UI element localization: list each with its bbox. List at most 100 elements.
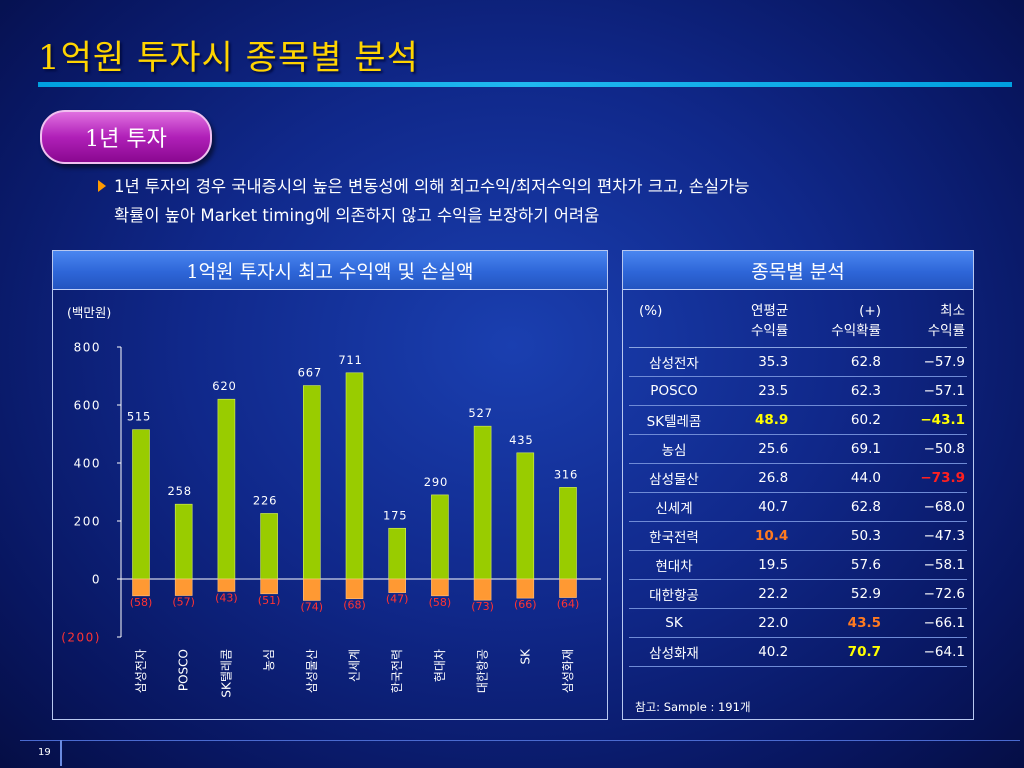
bar-negative-label: (43) [215,591,238,604]
bullet-line-1: 1년 투자의 경우 국내증시의 높은 변동성에 의해 최고수익/최저수익의 편차… [114,177,750,196]
col-header-avg-l1: 연평균 [751,303,789,319]
cell-min-return: −66.1 [882,608,967,638]
cell-stock-name: POSCO [629,376,719,406]
cell-min-return: −72.6 [882,579,967,609]
col-header-min-l1: 최소 [940,303,965,319]
cell-stock-name: 삼성전자 [629,347,719,377]
category-label: 삼성물산 [305,649,319,693]
cell-avg-return: 26.8 [719,463,791,493]
bar-negative-label: (57) [172,596,195,609]
cell-min-return: −57.9 [882,347,967,377]
col-header-unit-text: (%) [639,303,663,319]
bar-negative-label: (47) [386,593,409,606]
sample-note: 참고: Sample : 191개 [635,700,751,714]
bar-negative-label: (51) [258,594,281,607]
category-label: 삼성화재 [561,649,575,693]
cell-avg-return: 19.5 [719,550,791,580]
col-header-prob-l2: 수익확률 [831,323,881,339]
table-row: SK 22.0 43.5 −66.1 [629,608,967,638]
cell-avg-return: 48.9 [719,405,791,435]
bar-negative [260,578,278,595]
cell-min-return: −64.1 [882,637,967,667]
table-row: SK텔레콤 48.9 60.2 −43.1 [629,405,967,435]
cell-positive-prob: 62.3 [790,376,883,406]
arrow-bullet-icon [98,180,106,192]
bar-negative [431,578,449,597]
cell-avg-return: 25.6 [719,434,791,464]
cell-positive-prob: 70.7 [790,637,883,667]
bar-negative-label: (68) [343,599,366,612]
y-tick-label: (200) [61,631,101,645]
table-row: 대한항공 22.2 52.9 −72.6 [629,579,967,609]
cell-positive-prob: 43.5 [790,608,883,638]
footer-tick [60,740,62,766]
category-label: 농심 [262,649,276,671]
bar-negative [559,578,577,598]
bar-positive [431,494,449,580]
category-label: 대한항공 [476,649,490,693]
cell-positive-prob: 69.1 [790,434,883,464]
bar-value-label: 515 [127,410,151,424]
bar-positive [132,429,150,580]
bar-chart: (백만원) 800 600 400 200 0 (200) 515 (58) 삼성전자 258 (57… [61,305,601,698]
cell-avg-return: 22.0 [719,608,791,638]
table-row: 삼성전자 35.3 62.8 −57.9 [629,347,967,377]
y-tick-label: 400 [74,457,101,471]
cell-min-return: −58.1 [882,550,967,580]
cell-positive-prob: 57.6 [790,550,883,580]
category-label: 신세계 [348,649,362,682]
category-label: POSCO [177,649,191,691]
chart-panel-header: 1억원 투자시 최고 수익액 및 손실액 [53,251,607,290]
footer-divider [20,740,1020,741]
bar-positive [345,372,364,580]
cell-min-return: −68.0 [882,492,967,522]
cell-min-return: −43.1 [882,405,967,435]
cell-positive-prob: 62.8 [790,347,883,377]
cell-avg-return: 40.7 [719,492,791,522]
y-tick-label: 200 [74,515,101,529]
cell-stock-name: 삼성화재 [629,637,719,667]
cell-stock-name: SK텔레콤 [629,405,719,435]
table-header-row: (%) 연평균 수익률 (+) 수익확률 최소 수익률 [629,301,967,348]
y-tick-label: 600 [74,399,101,413]
bar-negative [388,578,407,593]
cell-min-return: −47.3 [882,521,967,551]
cell-min-return: −50.8 [882,434,967,464]
bullet-line-2: 확률이 높아 Market timing에 의존하지 않고 수익을 보장하기 어… [114,206,600,225]
bar-value-label: 711 [338,353,362,367]
slide-title: 1억원 투자시 종목별 분석 [38,38,419,78]
category-label: SK텔레콤 [219,649,233,698]
cell-avg-return: 10.4 [719,521,791,551]
table-row: 농심 25.6 69.1 −50.8 [629,434,967,464]
analysis-table: (%) 연평균 수익률 (+) 수익확률 최소 수익률 삼성전자 35.3 62.8 −57… [629,301,967,667]
bar-positive [473,425,492,580]
cell-stock-name: SK [629,608,719,638]
cell-stock-name: 대한항공 [629,579,719,609]
bar-negative-label: (58) [130,596,153,609]
col-header-positive-prob: (+) 수익확률 [790,301,883,348]
cell-positive-prob: 44.0 [790,463,883,493]
bar-negative [473,578,492,601]
bullet-paragraph: 1년 투자의 경우 국내증시의 높은 변동성에 의해 최고수익/최저수익의 편차… [98,172,988,230]
bar-negative [303,578,321,601]
bar-negative [174,578,193,596]
category-label: 한국전력 [390,649,404,693]
table-row: 삼성물산 26.8 44.0 −73.9 [629,463,967,493]
bar-negative-label: (58) [429,596,452,609]
bar-negative [217,578,236,592]
table-row: POSCO 23.5 62.3 −57.1 [629,376,967,406]
cell-stock-name: 신세계 [629,492,719,522]
cell-min-return: −57.1 [882,376,967,406]
bar-negative-label: (66) [514,598,537,611]
bar-negative [516,578,535,599]
y-tick-label: 800 [74,341,101,355]
cell-positive-prob: 60.2 [790,405,883,435]
cell-avg-return: 40.2 [719,637,791,667]
bar-value-label: 435 [509,433,533,447]
bar-negative-label: (73) [471,600,494,613]
title-divider [38,82,1012,87]
chart-panel: 1억원 투자시 최고 수익액 및 손실액 (백만원) 800 600 400 200 0(… [52,250,608,720]
chart-unit-label: (백만원) [67,305,111,320]
bar-positive [303,385,321,580]
bar-value-label: 258 [168,484,192,498]
